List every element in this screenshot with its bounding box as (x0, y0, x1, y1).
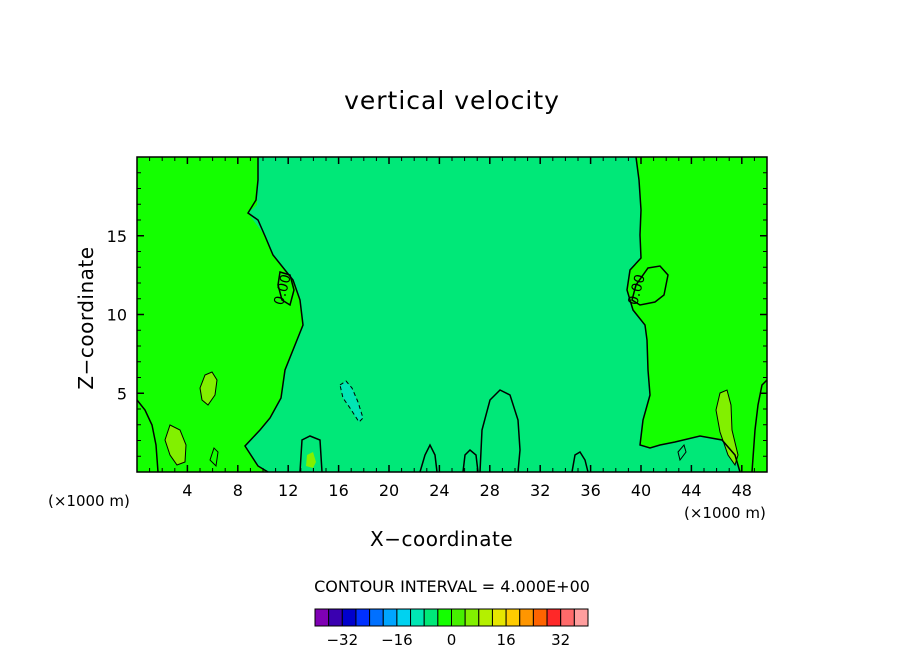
x-tick-label: 4 (182, 481, 192, 500)
colorbar-tick-label: −32 (326, 631, 358, 649)
contour-labels: 0.00 0.00 (271, 273, 649, 307)
x-tick-label: 8 (233, 481, 243, 500)
contour-dashed (339, 380, 364, 423)
colorbar-swatch (560, 608, 575, 627)
colorbar-swatch (546, 608, 562, 627)
colorbar-swatch (423, 608, 439, 627)
colorbar-swatch (451, 608, 466, 627)
contour-line-left-edge (136, 399, 159, 473)
y-tick-label: 15 (107, 227, 127, 246)
colorbar-swatch (505, 608, 521, 627)
light-patch (200, 372, 217, 405)
contour-patch-left (164, 424, 187, 466)
center-region (245, 157, 740, 472)
colorbar-swatch (491, 608, 507, 627)
contour-loop-right (631, 265, 669, 306)
contour-line-bump-26 (462, 448, 479, 473)
x-tick-label: 24 (429, 481, 449, 500)
x-tick-label: 44 (681, 481, 701, 500)
light-patch (716, 390, 738, 465)
x-tick-label: 28 (480, 481, 500, 500)
colorbar-swatch (532, 608, 548, 627)
y-tick-label: 5 (117, 384, 127, 403)
colorbar-swatch (328, 608, 343, 627)
x-unit-label-left: (×1000 m) (48, 492, 130, 510)
colorbar-swatch (314, 608, 330, 627)
x-tick-label: 20 (379, 481, 399, 500)
contour-label: 0.00 (625, 273, 649, 307)
contour-interval-text: CONTOUR INTERVAL = 4.000E+00 (314, 577, 590, 596)
contour-line-right (626, 156, 741, 473)
colorbar-swatch (355, 608, 371, 627)
contour-line-bump-13 (299, 435, 323, 473)
x-tick-label: 32 (530, 481, 550, 500)
contour-loop-left (277, 271, 295, 307)
contour-small-right (677, 443, 687, 462)
light-patch (306, 452, 316, 468)
contour-label: 0.00 (271, 273, 295, 307)
colorbar-swatch (410, 608, 425, 627)
x-tick-label: 40 (631, 481, 651, 500)
contour-line-left (244, 157, 304, 473)
colorbar-swatch (341, 608, 357, 627)
colorbar-tick-label: −16 (381, 631, 413, 649)
colorbar-swatch (437, 608, 453, 627)
colorbar-tick-label: 32 (551, 631, 570, 649)
contour-patch-left2 (199, 371, 218, 406)
colorbar-swatch (573, 608, 589, 627)
contour-line-bump-23 (419, 443, 438, 473)
x-axis-label: X−coordinate (370, 527, 514, 551)
colorbar-swatch (396, 608, 412, 627)
colorbar-swatch (464, 608, 480, 627)
x-unit-label-right: (×1000 m) (684, 504, 766, 522)
contour-small-left (209, 447, 219, 468)
colorbar: −32 −16 0 16 32 (314, 608, 589, 649)
chart-title: vertical velocity (344, 86, 560, 115)
x-tick-label: 36 (580, 481, 600, 500)
colorbar-tick-label: 0 (447, 631, 457, 649)
colorbar-tick-label: 16 (497, 631, 516, 649)
x-tick-label: 12 (278, 481, 298, 500)
contour-field (137, 157, 767, 472)
colorbar-swatch (519, 608, 534, 627)
colorbar-swatch (369, 608, 384, 627)
contour-line-bump-28 (479, 389, 521, 473)
x-tick-label: 16 (328, 481, 348, 500)
dashed-patch (340, 381, 363, 422)
contour-lines (136, 156, 768, 473)
contour-patch-right (715, 389, 739, 467)
y-tick-label: 10 (107, 306, 127, 325)
contour-line-bump-34 (571, 450, 589, 473)
colorbar-swatch (382, 608, 398, 627)
contour-line-right-edge (751, 379, 768, 473)
colorbar-swatch (478, 608, 493, 627)
x-tick-label: 48 (732, 481, 752, 500)
